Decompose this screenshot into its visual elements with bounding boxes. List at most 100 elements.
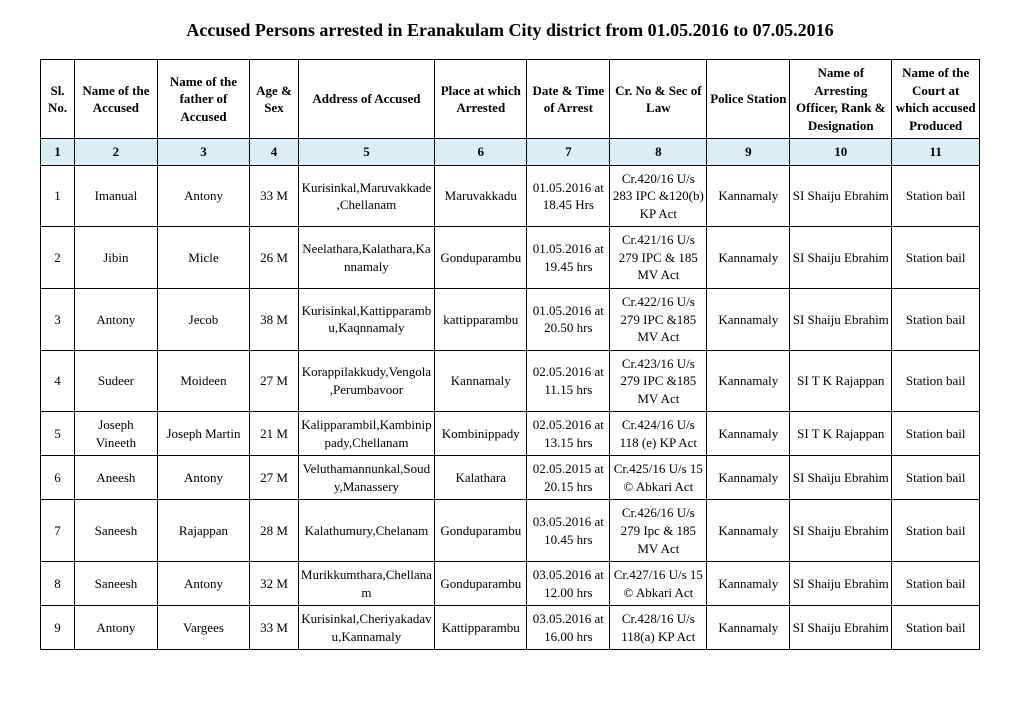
table-row: 7SaneeshRajappan28 MKalathumury,Chelanam… (41, 500, 980, 562)
cell-crno: Cr.427/16 U/s 15 © Abkari Act (610, 562, 707, 606)
cell-station: Kannamaly (707, 500, 790, 562)
cell-name: Saneesh (75, 562, 158, 606)
cell-addr: Korappilakkudy,Vengola,Perumbavoor (298, 350, 434, 412)
cell-name: Antony (75, 606, 158, 650)
col-header: Age & Sex (250, 60, 299, 139)
cell-datetime: 01.05.2016 at 19.45 hrs (527, 227, 610, 289)
cell-crno: Cr.420/16 U/s 283 IPC &120(b) KP Act (610, 165, 707, 227)
cell-court: Station bail (892, 165, 980, 227)
cell-father: Antony (157, 562, 249, 606)
cell-datetime: 03.05.2016 at 10.45 hrs (527, 500, 610, 562)
cell-father: Rajappan (157, 500, 249, 562)
col-header: Name of the Court at which accused Produ… (892, 60, 980, 139)
col-header: Name of the father of Accused (157, 60, 249, 139)
cell-name: Aneesh (75, 456, 158, 500)
col-header: Cr. No & Sec of Law (610, 60, 707, 139)
cell-sl: 2 (41, 227, 75, 289)
cell-place: Kombinippady (435, 412, 527, 456)
cell-father: Vargees (157, 606, 249, 650)
arrest-table: Sl. No. Name of the Accused Name of the … (40, 59, 980, 650)
cell-age: 38 M (250, 289, 299, 351)
table-row: 6AneeshAntony27 MVeluthamannunkal,Soudy,… (41, 456, 980, 500)
cell-age: 21 M (250, 412, 299, 456)
col-number: 2 (75, 139, 158, 166)
cell-sl: 7 (41, 500, 75, 562)
cell-father: Joseph Martin (157, 412, 249, 456)
col-header: Address of Accused (298, 60, 434, 139)
cell-name: Jibin (75, 227, 158, 289)
cell-age: 33 M (250, 165, 299, 227)
cell-sl: 4 (41, 350, 75, 412)
cell-father: Micle (157, 227, 249, 289)
cell-name: Antony (75, 289, 158, 351)
col-number: 1 (41, 139, 75, 166)
cell-age: 26 M (250, 227, 299, 289)
cell-station: Kannamaly (707, 412, 790, 456)
cell-addr: Murikkumthara,Chellanam (298, 562, 434, 606)
cell-officer: SI T K Rajappan (790, 350, 892, 412)
cell-crno: Cr.425/16 U/s 15 © Abkari Act (610, 456, 707, 500)
cell-crno: Cr.428/16 U/s 118(a) KP Act (610, 606, 707, 650)
cell-crno: Cr.422/16 U/s 279 IPC &185 MV Act (610, 289, 707, 351)
col-number: 4 (250, 139, 299, 166)
table-row: 5Joseph VineethJoseph Martin21 MKalippar… (41, 412, 980, 456)
cell-name: Joseph Vineeth (75, 412, 158, 456)
cell-age: 28 M (250, 500, 299, 562)
table-body: 1ImanualAntony33 MKurisinkal,Maruvakkade… (41, 165, 980, 650)
table-row: 8SaneeshAntony32 MMurikkumthara,Chellana… (41, 562, 980, 606)
cell-court: Station bail (892, 606, 980, 650)
cell-datetime: 02.05.2016 at 13.15 hrs (527, 412, 610, 456)
cell-officer: SI Shaiju Ebrahim (790, 165, 892, 227)
cell-place: Gonduparambu (435, 227, 527, 289)
cell-place: Kalathara (435, 456, 527, 500)
table-row: 3AntonyJecob38 MKurisinkal,Kattipparambu… (41, 289, 980, 351)
cell-sl: 1 (41, 165, 75, 227)
cell-datetime: 03.05.2016 at 12.00 hrs (527, 562, 610, 606)
cell-name: Saneesh (75, 500, 158, 562)
col-header: Sl. No. (41, 60, 75, 139)
cell-station: Kannamaly (707, 289, 790, 351)
header-row: Sl. No. Name of the Accused Name of the … (41, 60, 980, 139)
cell-officer: SI Shaiju Ebrahim (790, 606, 892, 650)
cell-age: 27 M (250, 350, 299, 412)
col-number: 9 (707, 139, 790, 166)
table-row: 9AntonyVargees33 MKurisinkal,Cheriyakada… (41, 606, 980, 650)
cell-station: Kannamaly (707, 456, 790, 500)
cell-court: Station bail (892, 350, 980, 412)
cell-age: 32 M (250, 562, 299, 606)
col-number: 6 (435, 139, 527, 166)
cell-datetime: 02.05.2016 at 11.15 hrs (527, 350, 610, 412)
cell-station: Kannamaly (707, 227, 790, 289)
cell-sl: 3 (41, 289, 75, 351)
cell-father: Jecob (157, 289, 249, 351)
col-header: Name of Arresting Officer, Rank & Design… (790, 60, 892, 139)
col-number: 10 (790, 139, 892, 166)
cell-addr: Veluthamannunkal,Soudy,Manassery (298, 456, 434, 500)
cell-officer: SI Shaiju Ebrahim (790, 500, 892, 562)
col-number: 11 (892, 139, 980, 166)
cell-crno: Cr.426/16 U/s 279 Ipc & 185 MV Act (610, 500, 707, 562)
cell-sl: 6 (41, 456, 75, 500)
cell-datetime: 01.05.2016 at 18.45 Hrs (527, 165, 610, 227)
table-row: 1ImanualAntony33 MKurisinkal,Maruvakkade… (41, 165, 980, 227)
cell-place: Kattipparambu (435, 606, 527, 650)
col-number: 7 (527, 139, 610, 166)
cell-addr: Kurisinkal,Kattipparambu,Kaqnnamaly (298, 289, 434, 351)
col-number: 5 (298, 139, 434, 166)
cell-court: Station bail (892, 500, 980, 562)
cell-station: Kannamaly (707, 606, 790, 650)
cell-officer: SI Shaiju Ebrahim (790, 456, 892, 500)
cell-place: kattipparambu (435, 289, 527, 351)
cell-court: Station bail (892, 412, 980, 456)
cell-place: Maruvakkadu (435, 165, 527, 227)
col-header: Date & Time of Arrest (527, 60, 610, 139)
cell-station: Kannamaly (707, 165, 790, 227)
cell-officer: SI Shaiju Ebrahim (790, 562, 892, 606)
cell-crno: Cr.423/16 U/s 279 IPC &185 MV Act (610, 350, 707, 412)
cell-officer: SI Shaiju Ebrahim (790, 289, 892, 351)
cell-officer: SI T K Rajappan (790, 412, 892, 456)
cell-crno: Cr.421/16 U/s 279 IPC & 185 MV Act (610, 227, 707, 289)
cell-addr: Kalipparambil,Kambinippady,Chellanam (298, 412, 434, 456)
cell-datetime: 02.05.2015 at 20.15 hrs (527, 456, 610, 500)
cell-sl: 5 (41, 412, 75, 456)
